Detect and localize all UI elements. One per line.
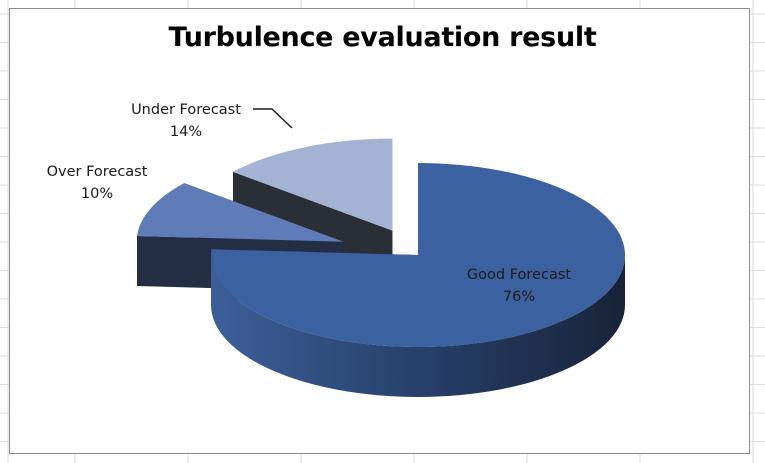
slice-under-forecast-top (232, 138, 393, 231)
good-forecast-percent: 76% (502, 289, 536, 305)
slice-good-forecast[interactable] (211, 163, 625, 397)
chart-title: Turbulence evaluation result (168, 22, 597, 53)
under-forecast-percent: 14% (169, 124, 203, 140)
under-forecast-leader-line (253, 108, 293, 129)
over-forecast-category: Over Forecast (46, 164, 148, 180)
data-label-good-forecast: Good Forecast 76% (444, 264, 594, 308)
data-label-under-forecast: Under Forecast 14% (111, 99, 261, 143)
slice-good-forecast-top (211, 163, 625, 347)
data-label-over-forecast: Over Forecast 10% (22, 161, 172, 205)
slice-over-forecast-top (137, 183, 344, 242)
slice-good-forecast-wall (211, 255, 625, 397)
under-forecast-category: Under Forecast (131, 102, 241, 118)
good-forecast-category: Good Forecast (466, 267, 572, 283)
over-forecast-percent: 10% (80, 186, 114, 202)
